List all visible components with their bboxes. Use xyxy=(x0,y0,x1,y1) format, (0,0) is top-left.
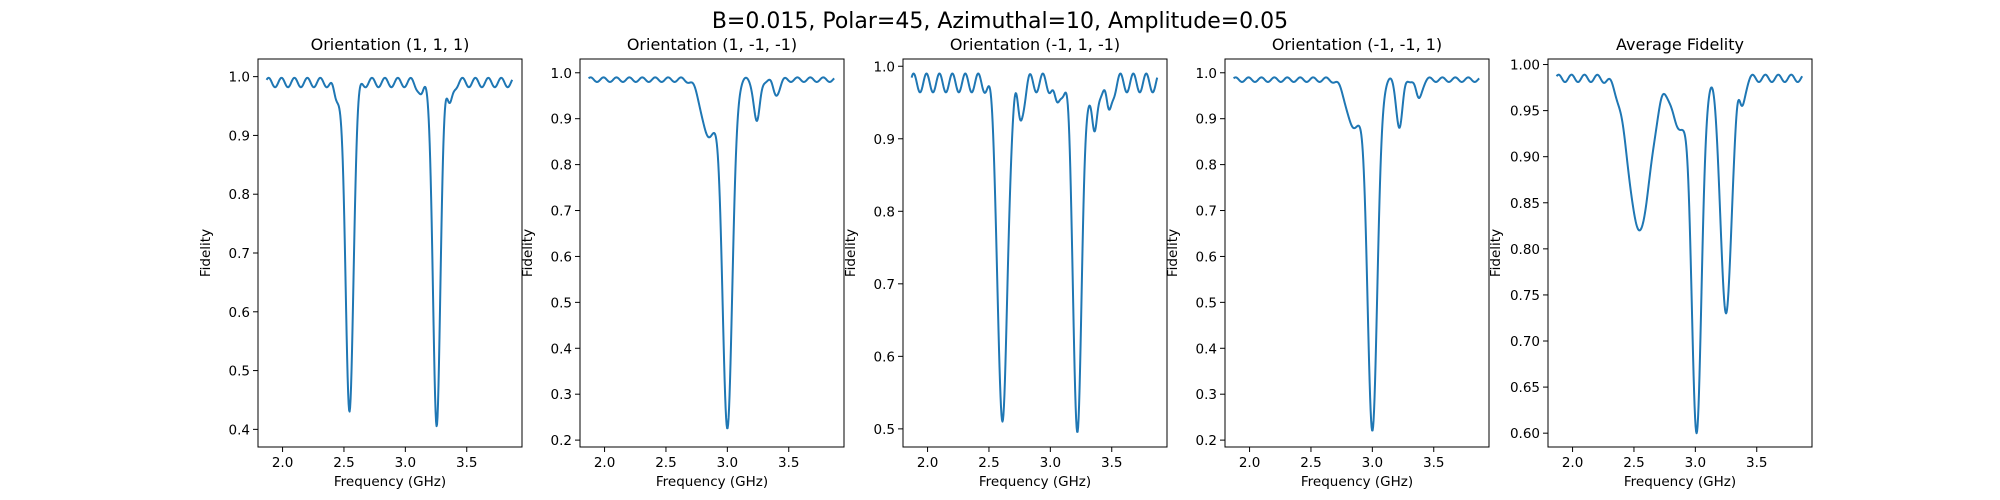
x-axis-label: Frequency (GHz) xyxy=(1301,474,1413,490)
plot-frame xyxy=(579,58,845,448)
y-tick-label: 0.6 xyxy=(229,305,250,321)
y-tick-label: 0.85 xyxy=(1510,196,1540,212)
x-tick-label: 2.5 xyxy=(655,455,676,471)
y-tick-label: 0.5 xyxy=(1196,295,1217,311)
plot-frame xyxy=(1547,58,1813,448)
y-axis-label: Fidelity xyxy=(520,229,536,277)
x-tick-label: 3.5 xyxy=(1746,455,1767,471)
y-tick-label: 1.0 xyxy=(229,70,250,86)
y-tick-label: 0.7 xyxy=(229,246,250,262)
x-tick-label: 3.5 xyxy=(778,455,799,471)
y-tick-label: 1.0 xyxy=(551,66,572,82)
y-tick-label: 0.5 xyxy=(874,422,895,438)
x-tick-label: 2.0 xyxy=(917,455,938,471)
x-tick-label: 2.0 xyxy=(272,455,293,471)
y-tick-label: 0.90 xyxy=(1510,150,1540,166)
y-tick-label: 0.4 xyxy=(1196,341,1217,357)
y-tick-label: 0.60 xyxy=(1510,426,1540,442)
chart-panel-2: Orientation (1, -1, -1) 2.0 2.5 3.0 3.5 0.2 0.… xyxy=(520,35,845,490)
y-tick-label: 1.0 xyxy=(874,59,895,75)
x-tick-label: 2.0 xyxy=(1239,455,1260,471)
y-tick-label: 0.7 xyxy=(874,277,895,293)
fidelity-line xyxy=(587,76,835,430)
y-tick-label: 0.95 xyxy=(1510,104,1540,120)
x-tick-label: 3.5 xyxy=(456,455,477,471)
plot-frame xyxy=(1224,58,1490,448)
x-tick-label: 2.5 xyxy=(1623,455,1644,471)
x-tick-label: 3.0 xyxy=(1685,455,1706,471)
y-tick-label: 0.9 xyxy=(551,112,572,128)
y-tick-label: 1.00 xyxy=(1510,58,1540,74)
x-tick-label: 3.0 xyxy=(395,455,416,471)
y-tick-label: 0.75 xyxy=(1510,288,1540,304)
x-axis-label: Frequency (GHz) xyxy=(1624,474,1736,490)
x-tick-label: 3.0 xyxy=(1040,455,1061,471)
y-tick-label: 1.0 xyxy=(1196,66,1217,82)
y-axis-label: Fidelity xyxy=(198,229,214,277)
fidelity-line xyxy=(265,76,514,428)
x-tick-label: 3.5 xyxy=(1423,455,1444,471)
fidelity-line xyxy=(1555,73,1804,435)
y-tick-label: 0.6 xyxy=(551,249,572,265)
x-tick-label: 3.5 xyxy=(1101,455,1122,471)
fidelity-line xyxy=(1232,76,1480,432)
y-axis-label: Fidelity xyxy=(1488,229,1504,277)
y-tick-label: 0.6 xyxy=(874,349,895,365)
chart-panel-5: Average Fidelity 2.0 2.5 3.0 3.5 0.60 0.65 0.70… xyxy=(1488,35,1813,490)
y-tick-label: 0.4 xyxy=(551,341,572,357)
x-tick-label: 2.5 xyxy=(333,455,354,471)
y-axis-label: Fidelity xyxy=(1165,229,1181,277)
x-tick-label: 2.5 xyxy=(1300,455,1321,471)
y-tick-label: 0.9 xyxy=(874,132,895,148)
y-tick-label: 0.5 xyxy=(229,364,250,380)
y-tick-label: 0.70 xyxy=(1510,334,1540,350)
plot-frame xyxy=(902,58,1168,448)
y-tick-label: 0.5 xyxy=(551,295,572,311)
panel-title: Orientation (1, 1, 1) xyxy=(311,35,470,54)
figure-suptitle: B=0.015, Polar=45, Azimuthal=10, Amplitu… xyxy=(712,9,1288,34)
x-tick-label: 3.0 xyxy=(1362,455,1383,471)
y-tick-label: 0.8 xyxy=(874,204,895,220)
y-tick-label: 0.3 xyxy=(551,387,572,403)
y-tick-label: 0.80 xyxy=(1510,242,1540,258)
x-tick-label: 2.0 xyxy=(594,455,615,471)
y-tick-label: 0.7 xyxy=(1196,204,1217,220)
x-axis-label: Frequency (GHz) xyxy=(979,474,1091,490)
y-tick-label: 0.9 xyxy=(1196,112,1217,128)
chart-panel-1: Orientation (1, 1, 1) 2.0 2.5 3.0 3.5 0.4 0.5 0… xyxy=(198,35,523,490)
y-tick-label: 0.9 xyxy=(229,128,250,144)
y-tick-label: 0.6 xyxy=(1196,249,1217,265)
y-tick-label: 0.4 xyxy=(229,422,250,438)
panel-title: Orientation (1, -1, -1) xyxy=(627,35,797,54)
y-tick-label: 0.7 xyxy=(551,204,572,220)
x-tick-label: 2.0 xyxy=(1562,455,1583,471)
x-tick-label: 2.5 xyxy=(978,455,999,471)
y-tick-label: 0.8 xyxy=(1196,158,1217,174)
x-axis-label: Frequency (GHz) xyxy=(334,474,446,490)
y-tick-label: 0.65 xyxy=(1510,380,1540,396)
chart-panel-3: Orientation (-1, 1, -1) 2.0 2.5 3.0 3.5 0.5 0.… xyxy=(843,35,1168,490)
x-tick-label: 3.0 xyxy=(717,455,738,471)
y-tick-label: 0.8 xyxy=(229,187,250,203)
y-tick-label: 0.3 xyxy=(1196,387,1217,403)
chart-panel-4: Orientation (-1, -1, 1) 2.0 2.5 3.0 3.5 0.2 0.… xyxy=(1165,35,1490,490)
x-axis-label: Frequency (GHz) xyxy=(656,474,768,490)
panel-title: Orientation (-1, -1, 1) xyxy=(1272,35,1442,54)
y-tick-label: 0.2 xyxy=(1196,433,1217,449)
panel-title: Orientation (-1, 1, -1) xyxy=(950,35,1120,54)
y-axis-label: Fidelity xyxy=(843,229,859,277)
y-tick-label: 0.2 xyxy=(551,433,572,449)
panel-title: Average Fidelity xyxy=(1616,35,1744,54)
y-tick-label: 0.8 xyxy=(551,158,572,174)
plot-frame xyxy=(257,58,523,448)
fidelity-line xyxy=(910,72,1159,433)
